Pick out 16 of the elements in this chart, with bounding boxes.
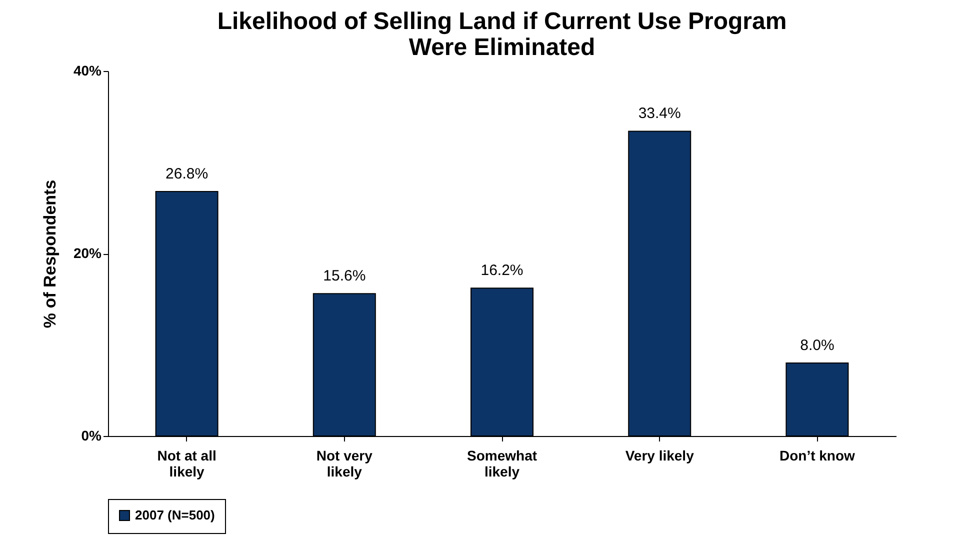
data-label: 15.6% [323, 268, 366, 285]
data-label: 16.2% [480, 262, 524, 280]
data-label: 8.0% [800, 337, 834, 354]
y-axis-title: % of Respondents [40, 180, 60, 328]
data-label: 33.4% [638, 105, 681, 122]
chart-title: Likelihood of Selling Land if Current Use Program Were Eliminated [217, 8, 787, 61]
x-tick-label: Not very likely [316, 448, 373, 480]
x-tick-label: Not at all likely [157, 448, 216, 480]
x-tick-label: Somewhat likely [466, 448, 538, 480]
x-tick-label: Don’t know [779, 448, 856, 464]
data-label: 26.8% [166, 165, 208, 182]
legend-label: 2007 (N=500) [135, 508, 215, 522]
y-tick-label: 0% [81, 428, 102, 444]
x-tick-label: Very likely [625, 448, 694, 464]
y-tick-label: 20% [73, 245, 102, 261]
y-tick-label: 40% [73, 62, 102, 78]
